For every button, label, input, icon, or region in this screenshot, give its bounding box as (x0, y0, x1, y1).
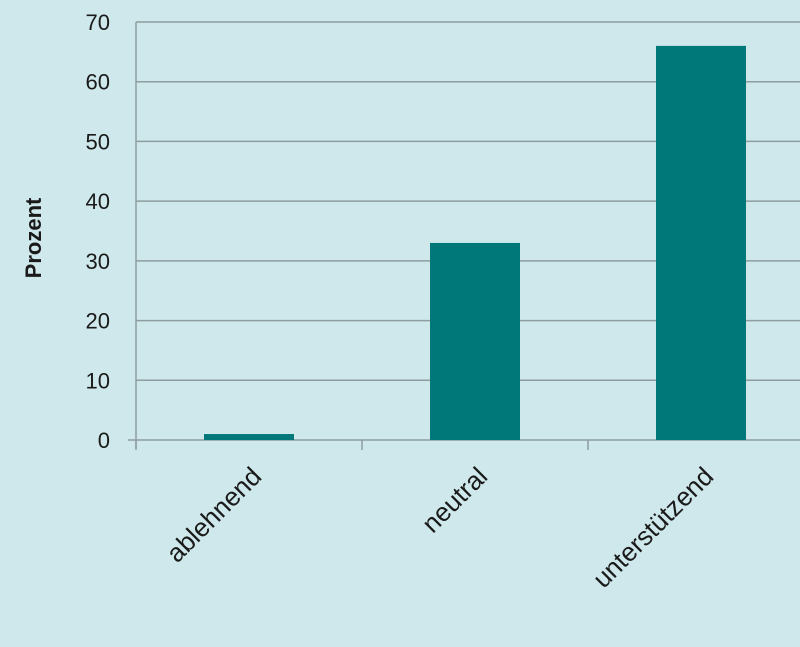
y-tick-label: 50 (86, 129, 110, 154)
x-category-label: unterstützend (587, 461, 720, 594)
bars (204, 45, 746, 441)
bar-neutral (430, 242, 520, 440)
y-tick-label: 20 (86, 309, 110, 334)
x-category-labels: ablehnend neutral unterstützend (160, 461, 719, 594)
y-tick-label: 60 (86, 70, 110, 95)
y-tick-label: 40 (86, 189, 110, 214)
x-category-label: ablehnend (160, 461, 267, 568)
y-tick-labels: 0 10 20 30 40 50 60 70 (86, 10, 110, 453)
y-tick-label: 0 (98, 428, 110, 453)
y-tick-label: 70 (86, 10, 110, 35)
y-tick-label: 30 (86, 249, 110, 274)
bar-ablehnend (204, 434, 294, 440)
y-axis-title: Prozent (21, 197, 46, 278)
axes (128, 22, 589, 450)
y-tick-label: 10 (86, 368, 110, 393)
bar-unterstützend (656, 45, 746, 441)
x-category-label: neutral (416, 461, 493, 538)
